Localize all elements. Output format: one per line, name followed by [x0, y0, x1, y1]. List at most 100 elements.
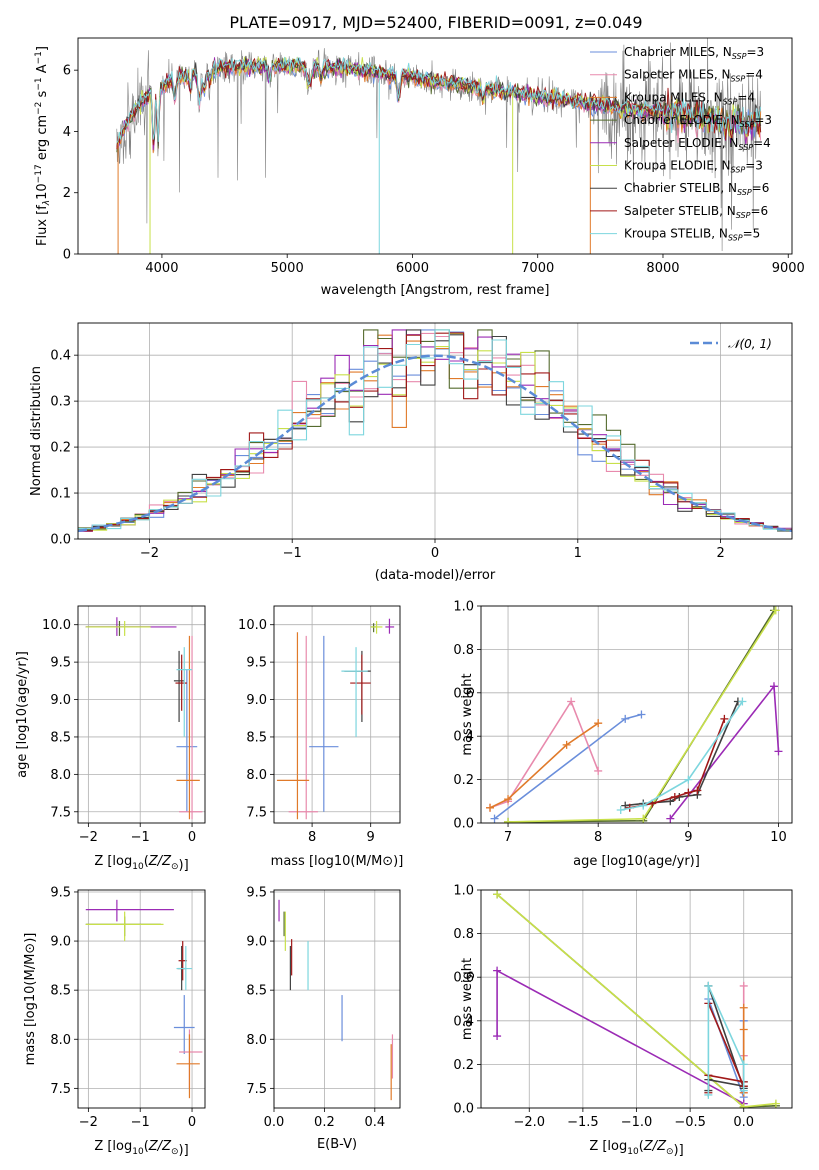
legend-label: Kroupa MILES, NSSP=4 — [624, 90, 755, 106]
points-mass-vs-Z — [85, 899, 203, 1099]
mass-vs-EBV-frame — [273, 889, 401, 1109]
plus-marker — [739, 1003, 748, 1012]
errorbar-point — [173, 650, 185, 722]
plus-marker — [739, 1025, 748, 1034]
x-tick-label: −1 — [131, 1115, 150, 1130]
y-tick-label: 8.5 — [50, 984, 71, 999]
errorbar-point — [85, 911, 164, 942]
x-axis-label: wavelength [Angstrom, rest frame] — [321, 283, 550, 298]
y-tick-label: 10.0 — [238, 618, 267, 633]
plus-marker — [684, 775, 693, 784]
axes-weight-vs-Z: −2.0 −1.5 −1.0 −0.5 0.0 0.0 0.2 0.4 0.6 0.8 1.0 Z [… — [453, 884, 792, 1158]
x-tick-label: −1.0 — [621, 1115, 653, 1130]
x-tick-label: 0.2 — [314, 1115, 335, 1130]
errorbar-point — [85, 620, 151, 636]
axes-mass-vs-Z: −2 −1 0 7.5 8.0 8.5 9.0 9.5 Z [log10(Z/Z⊙)] mass … — [23, 885, 205, 1158]
errorbar-point — [385, 618, 395, 634]
y-tick-label: 0.0 — [50, 533, 71, 548]
plus-marker — [738, 697, 747, 706]
y-tick-label: 1.0 — [453, 884, 474, 899]
series-line — [489, 722, 599, 809]
y-axis-label: Normed distribution — [29, 366, 44, 496]
y-tick-label: 8.0 — [50, 768, 71, 783]
y-tick-label: 0.2 — [50, 441, 71, 456]
errorbar-point — [179, 1029, 203, 1089]
x-tick-label: −2 — [79, 830, 98, 845]
y-tick-label: 0.4 — [50, 349, 71, 364]
errorbar-point — [176, 647, 193, 737]
plus-marker — [594, 766, 603, 775]
points-age-vs-Z — [85, 617, 203, 820]
errorbar-point — [288, 635, 318, 820]
y-tick-label: 9.5 — [50, 656, 71, 671]
errorbar-point — [309, 635, 339, 812]
x-axis-label: E(B-V) — [317, 1137, 357, 1152]
x-tick-label: 0 — [431, 546, 439, 561]
y-tick-label: 7.5 — [246, 1082, 267, 1097]
plus-marker — [621, 714, 630, 723]
legend-label: Salpeter MILES, NSSP=4 — [624, 68, 763, 84]
errorbar-point — [276, 632, 310, 820]
x-tick-label: 1 — [574, 546, 582, 561]
weight-vs-age-frame — [480, 605, 793, 824]
histogram-kroupa-stelib — [78, 329, 792, 531]
errorbar-point — [350, 654, 371, 715]
plus-marker — [490, 814, 499, 823]
y-tick-label: 1.0 — [453, 600, 474, 615]
x-tick-label: 0 — [188, 830, 196, 845]
y-tick-label: 7.5 — [50, 1082, 71, 1097]
errorbar-point — [176, 669, 198, 812]
plus-marker — [670, 792, 679, 801]
plus-marker — [486, 803, 495, 812]
plus-marker — [567, 697, 576, 706]
y-tick-label: 0.2 — [453, 773, 474, 788]
legend-label: Chabrier MILES, NSSP=3 — [624, 45, 764, 61]
x-axis-label: Z [log10(Z/Z⊙)] — [94, 1139, 188, 1158]
errorbar-point — [85, 899, 174, 922]
legend-label: Chabrier ELODIE, NSSP=3 — [624, 113, 772, 129]
y-tick-label: 0 — [63, 248, 71, 263]
plus-marker — [720, 714, 729, 723]
plus-marker — [693, 786, 702, 795]
plus-marker — [504, 795, 513, 804]
axes-age-vs-mass: 8 9 7.5 8.0 8.5 9.0 9.5 10.0 mass [log10(M/M⊙)] — [238, 606, 403, 869]
plus-marker — [739, 981, 748, 990]
spectrum-lines — [116, 38, 762, 254]
x-tick-label: 9 — [367, 830, 375, 845]
spectrum-legend: Chabrier MILES, NSSP=3 Salpeter MILES, NS… — [590, 45, 772, 243]
y-tick-label: 8.0 — [246, 768, 267, 783]
y-tick-label: 0.1 — [50, 487, 71, 502]
y-tick-label: 2 — [63, 186, 71, 201]
axes-spectrum: 4000 5000 6000 7000 8000 9000 0 2 4 6 wavelength [… — [34, 46, 805, 298]
y-tick-label: 0.4 — [453, 730, 474, 745]
y-tick-label: 8.5 — [246, 984, 267, 999]
y-tick-label: 7.5 — [246, 805, 267, 820]
plus-marker — [562, 740, 571, 749]
plus-marker — [739, 1060, 748, 1069]
errorbar-point — [176, 1034, 200, 1099]
legend-label: Salpeter STELIB, NSSP=6 — [624, 204, 768, 220]
points-age-vs-mass — [276, 618, 395, 820]
x-tick-label: −2 — [140, 546, 159, 561]
y-tick-label: 8.5 — [246, 730, 267, 745]
y-tick-label: 8.0 — [50, 1033, 71, 1048]
spectrum-frame — [77, 37, 793, 255]
plus-marker — [684, 788, 693, 797]
series-line — [496, 969, 745, 1105]
x-tick-label: 2 — [716, 546, 724, 561]
x-tick-label: −0.5 — [674, 1115, 706, 1130]
y-tick-label: 6 — [63, 64, 71, 79]
plus-marker — [739, 1102, 748, 1108]
lines-weight-vs-age — [486, 606, 783, 823]
plus-marker — [739, 1086, 748, 1095]
plus-marker — [771, 606, 780, 615]
errorbar-point — [175, 654, 187, 711]
errorbar-point — [341, 647, 368, 737]
x-tick-label: −1 — [283, 546, 302, 561]
weight-vs-Z-frame — [480, 889, 793, 1109]
y-tick-label: 9.5 — [246, 656, 267, 671]
plus-marker — [771, 1099, 780, 1108]
plus-marker — [774, 747, 783, 756]
y-axis-label: mass [log10(M/M⊙)] — [23, 933, 38, 1066]
